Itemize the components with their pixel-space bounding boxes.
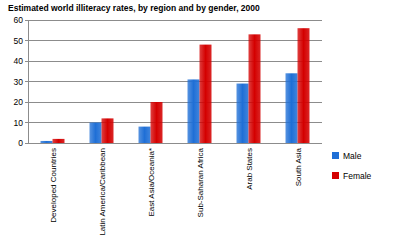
x-tick-label: Arab States bbox=[245, 148, 254, 190]
bar bbox=[139, 127, 151, 143]
legend-swatch bbox=[332, 172, 339, 179]
grid-line bbox=[28, 81, 322, 82]
grid-line bbox=[28, 61, 322, 62]
y-tick-label: 40 bbox=[14, 56, 24, 66]
bar bbox=[102, 118, 114, 143]
y-tick-label: 50 bbox=[14, 36, 24, 46]
bar bbox=[249, 34, 261, 143]
y-tick-label: 20 bbox=[14, 97, 24, 107]
x-tick-label: Developed Countries bbox=[49, 148, 58, 223]
x-tick-label: South Asia bbox=[294, 147, 303, 186]
bar bbox=[53, 139, 65, 143]
chart-svg: Estimated world illiteracy rates, by reg… bbox=[0, 0, 400, 250]
bars bbox=[41, 28, 310, 143]
y-tick-label: 30 bbox=[14, 77, 24, 87]
grid-line bbox=[28, 40, 322, 41]
grid-line bbox=[28, 122, 322, 123]
bar bbox=[90, 123, 102, 144]
x-tick-label: East Asia/Oceania* bbox=[147, 148, 156, 216]
bar bbox=[298, 28, 310, 143]
bar bbox=[200, 45, 212, 143]
x-tick-label: Sub-Saharan Africa bbox=[196, 147, 205, 217]
y-tick-label: 0 bbox=[18, 138, 23, 148]
bar bbox=[237, 84, 249, 143]
bar bbox=[151, 102, 163, 143]
legend-swatch bbox=[332, 152, 339, 159]
grid-line bbox=[28, 143, 322, 144]
y-axis bbox=[28, 20, 29, 143]
x-axis bbox=[28, 143, 322, 144]
bar bbox=[286, 73, 298, 143]
chart-title: Estimated world illiteracy rates, by reg… bbox=[8, 3, 260, 13]
x-tick-label: Latin America/Caribbean bbox=[98, 148, 107, 236]
y-tick-label: 10 bbox=[14, 118, 24, 128]
grid-line bbox=[28, 102, 322, 103]
legend-label: Female bbox=[343, 171, 372, 181]
bar bbox=[188, 79, 200, 143]
chart-root: Estimated world illiteracy rates, by reg… bbox=[0, 0, 400, 250]
grid-line bbox=[28, 20, 322, 21]
bar bbox=[41, 141, 53, 143]
legend-label: Male bbox=[343, 151, 362, 161]
y-tick-label: 60 bbox=[14, 15, 24, 25]
